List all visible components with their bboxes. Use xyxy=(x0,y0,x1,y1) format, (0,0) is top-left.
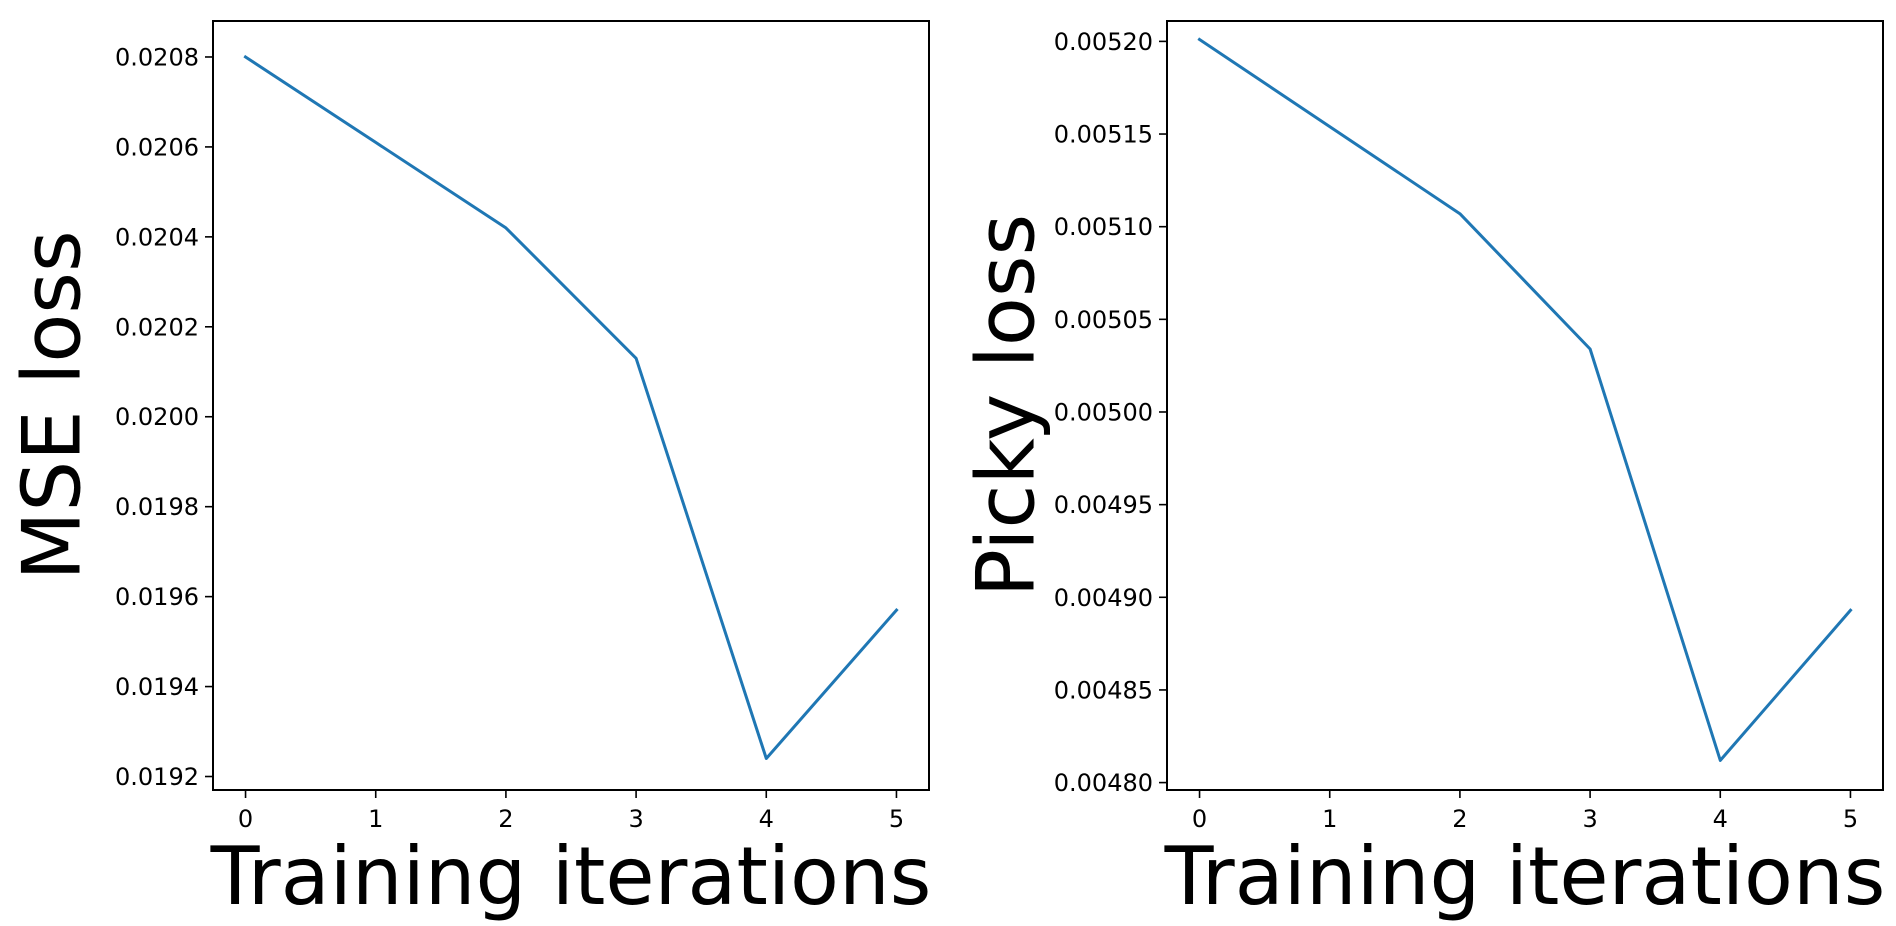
picky-loss-y-tick-label: 0.00520 xyxy=(1054,28,1153,56)
mse-loss-y-tick-label: 0.0202 xyxy=(115,313,199,341)
mse-loss-y-tick-label: 0.0196 xyxy=(115,583,199,611)
mse-loss-y-tick-label: 0.0198 xyxy=(115,493,199,521)
mse-loss-series-line xyxy=(243,54,899,760)
mse-loss-y-tick-label: 0.0206 xyxy=(115,133,199,161)
mse-loss-x-tick-label: 2 xyxy=(498,805,513,833)
picky-loss-x-tick-label: 2 xyxy=(1452,805,1467,833)
picky-loss-plot-frame xyxy=(1166,20,1884,791)
picky-loss-y-axis-label: Picky loss xyxy=(960,214,1053,597)
mse-loss-y-tick-label: 0.0204 xyxy=(115,223,199,251)
mse-loss-y-tick-label: 0.0192 xyxy=(115,763,199,791)
picky-loss-y-tick-label: 0.00495 xyxy=(1054,491,1153,519)
picky-loss-x-tick-label: 3 xyxy=(1582,805,1597,833)
picky-loss-x-tick-label: 5 xyxy=(1843,805,1858,833)
picky-loss-x-tick-label: 4 xyxy=(1713,805,1728,833)
mse-loss-y-tick-label: 0.0208 xyxy=(115,43,199,71)
mse-loss-chart: 0 1 2 3 4 5 0.0192 0.0194 0.0196 0.0198 0.0200 0.02… xyxy=(6,20,932,923)
picky-loss-chart: 0 1 2 3 4 5 0.00480 0.00485 0.00490 0.00495 0.0050… xyxy=(960,20,1886,923)
picky-loss-x-tick-label: 0 xyxy=(1192,805,1207,833)
picky-loss-y-tick-label: 0.00490 xyxy=(1054,584,1153,612)
picky-loss-x-tick-label: 1 xyxy=(1322,805,1337,833)
picky-loss-y-tick-label: 0.00515 xyxy=(1054,121,1153,149)
mse-loss-x-axis-label: Training iterations xyxy=(210,830,932,923)
mse-loss-x-tick-label: 5 xyxy=(889,805,904,833)
picky-loss-y-tick-label: 0.00500 xyxy=(1054,398,1153,426)
mse-loss-plot-frame xyxy=(212,20,930,791)
mse-loss-y-tick-label: 0.0194 xyxy=(115,673,199,701)
mse-loss-y-tick-label: 0.0200 xyxy=(115,403,199,431)
picky-loss-x-axis-label: Training iterations xyxy=(1164,830,1886,923)
mse-loss-x-tick-label: 1 xyxy=(368,805,383,833)
picky-loss-y-tick-label: 0.00505 xyxy=(1054,306,1153,334)
mse-loss-x-tick-label: 4 xyxy=(759,805,774,833)
picky-loss-y-tick-label: 0.00510 xyxy=(1054,213,1153,241)
picky-loss-series-line xyxy=(1197,37,1853,762)
mse-loss-x-tick-label: 0 xyxy=(238,805,253,833)
mse-loss-y-axis-label: MSE loss xyxy=(6,230,99,580)
picky-loss-y-tick-label: 0.00480 xyxy=(1054,769,1153,797)
picky-loss-y-tick-label: 0.00485 xyxy=(1054,676,1153,704)
mse-loss-x-tick-label: 3 xyxy=(628,805,643,833)
